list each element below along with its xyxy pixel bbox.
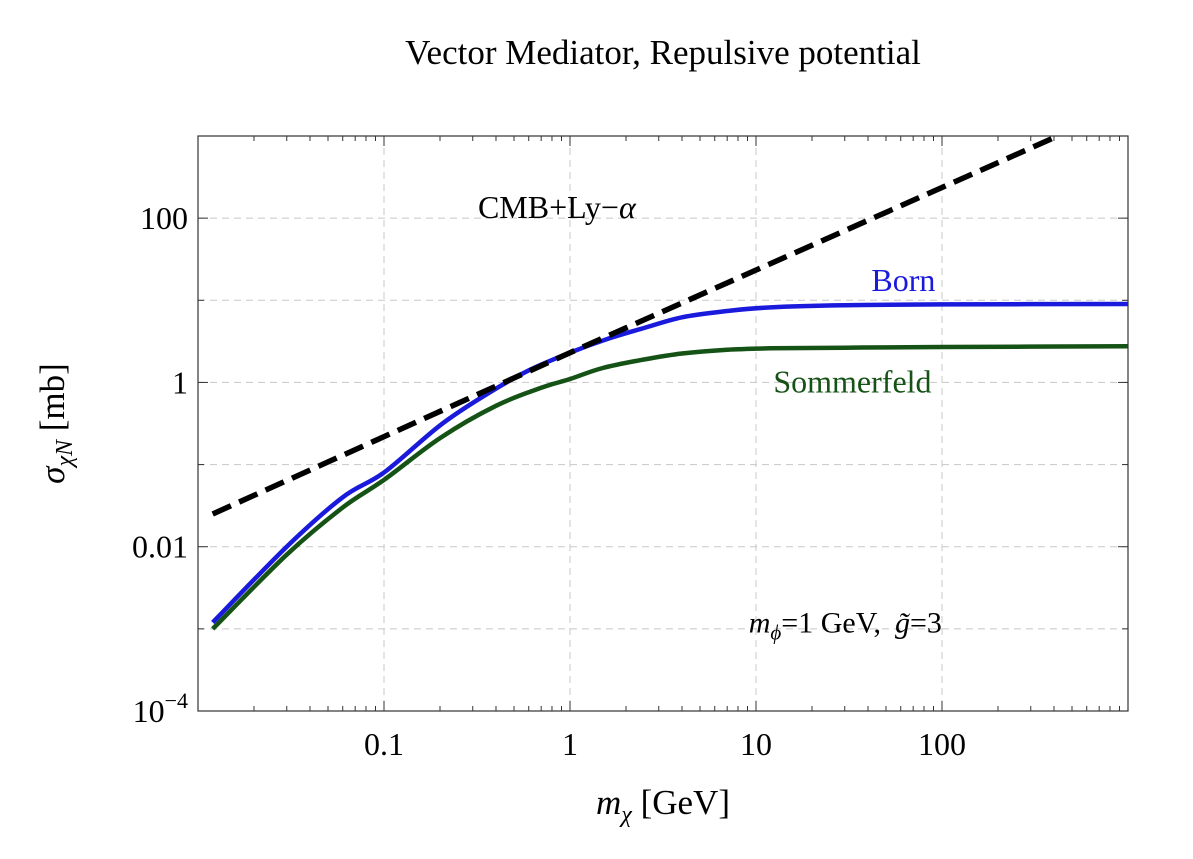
major-ticks (198, 136, 1128, 712)
parameter-label: mϕ=1 GeV, g̃=3 (749, 606, 942, 644)
series-line-born (211, 301, 1128, 624)
y-tick-label-base: 100 (140, 200, 188, 236)
y-tick-label: 10−4 (133, 688, 188, 729)
x-tick-label: 1 (562, 726, 578, 762)
y-tick-label: 1 (172, 364, 188, 400)
x-label-unit: [GeV] (632, 783, 730, 822)
annotations: CMB+Ly−α Born Sommerfeld (478, 189, 935, 400)
annotation-text: Sommerfeld (773, 364, 931, 400)
annotation-text: CMB+Ly− (478, 189, 619, 225)
series-line-sommerfeld (211, 344, 1128, 631)
y-tick-label-base: 10 (133, 693, 165, 729)
x-axis-label: mχ [GeV] (596, 783, 730, 828)
minor-ticks (198, 135, 1128, 711)
y-tick-label-base: 0.01 (132, 529, 188, 565)
y-label-sub: χN (52, 438, 78, 469)
param-g-value: =3 (910, 606, 942, 639)
grid (198, 136, 1128, 711)
y-tick-label: 0.01 (132, 529, 188, 565)
param-g-main: g̃ (895, 606, 910, 639)
annotation-cmb-ly-alpha: CMB+Ly−α (478, 189, 637, 225)
param-m-value: =1 GeV, (781, 606, 881, 639)
x-tick-label: 0.1 (364, 726, 404, 762)
x-tick-label: 10 (740, 726, 772, 762)
y-tick-label-base: 1 (172, 364, 188, 400)
x-label-main: m (596, 783, 621, 822)
chart-title: Vector Mediator, Repulsive potential (405, 33, 921, 72)
x-tick-label: 100 (918, 726, 966, 762)
annotation-text-italic: α (619, 189, 637, 225)
series-layer (211, 136, 1128, 631)
annotation-born: Born (871, 262, 935, 298)
annotation-text: Born (871, 262, 935, 298)
param-m-main: m (749, 606, 771, 639)
y-axis-label: σχN [mb] (33, 363, 78, 484)
annotation-sommerfeld: Sommerfeld (773, 364, 931, 400)
series-line-cmb-ly- (211, 136, 1060, 517)
plot-frame (197, 135, 1129, 712)
param-m-sub: ϕ (770, 620, 781, 644)
x-label-sub: χ (619, 802, 633, 828)
y-tick-label-exp: −4 (165, 688, 188, 713)
y-label-unit: [mb] (33, 363, 72, 440)
y-label-main: σ (33, 465, 72, 484)
x-tick-labels: 0.1 1 10 100 (364, 726, 966, 762)
y-tick-labels: 10−4 0.01 1 100 (132, 200, 188, 729)
y-tick-label: 100 (140, 200, 188, 236)
